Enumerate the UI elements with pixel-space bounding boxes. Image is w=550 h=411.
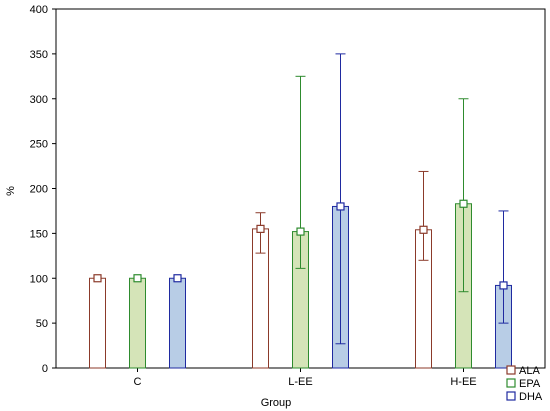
y-tick-label: 300 bbox=[30, 94, 48, 106]
mean-marker-dha bbox=[173, 274, 182, 283]
legend-marker-ala bbox=[506, 365, 516, 375]
bar-dha bbox=[169, 277, 186, 369]
mean-marker-epa bbox=[459, 199, 468, 208]
bars-group bbox=[89, 203, 512, 369]
legend-marker-epa bbox=[506, 378, 516, 388]
mean-marker-ala bbox=[419, 225, 428, 234]
x-tick-label: L-EE bbox=[288, 376, 312, 388]
legend-label-dha: DHA bbox=[519, 391, 543, 403]
error-bar-dha bbox=[173, 274, 182, 283]
y-tick-label: 0 bbox=[42, 363, 48, 375]
error-bars-group bbox=[93, 53, 509, 345]
y-tick-label: 50 bbox=[36, 318, 48, 330]
mean-marker-dha bbox=[499, 281, 508, 290]
mean-marker-ala bbox=[93, 274, 102, 283]
mean-marker-epa bbox=[296, 227, 305, 236]
error-bar-epa bbox=[295, 75, 306, 269]
error-bar-ala bbox=[418, 170, 429, 261]
mean-marker-ala bbox=[256, 224, 265, 233]
y-tick-label: 150 bbox=[30, 228, 48, 240]
x-axis-title: Group bbox=[261, 397, 292, 409]
error-bar-dha bbox=[498, 210, 509, 324]
mean-marker-dha bbox=[336, 202, 345, 211]
legend-label-epa: EPA bbox=[519, 378, 541, 390]
error-bar-dha bbox=[335, 53, 346, 345]
x-tick-label: C bbox=[134, 376, 142, 388]
x-tick-label: H-EE bbox=[450, 376, 476, 388]
y-axis-title: % bbox=[5, 186, 17, 196]
y-tick-label: 350 bbox=[30, 49, 48, 61]
bar-epa bbox=[129, 277, 146, 369]
x-axis: C L-EE H-EE bbox=[134, 368, 477, 388]
y-tick-label: 200 bbox=[30, 184, 48, 196]
y-tick-label: 100 bbox=[30, 273, 48, 285]
legend-label-ala: ALA bbox=[519, 365, 540, 377]
mean-marker-epa bbox=[133, 274, 142, 283]
y-axis: 0 50 100 150 200 250 300 350 400 bbox=[30, 4, 56, 375]
error-bar-epa bbox=[133, 274, 142, 283]
y-tick-label: 250 bbox=[30, 139, 48, 151]
error-bar-ala bbox=[93, 274, 102, 283]
bar-ala bbox=[89, 277, 106, 369]
error-bar-epa bbox=[458, 98, 469, 293]
y-tick-label: 400 bbox=[30, 4, 48, 16]
legend-marker-dha bbox=[506, 391, 516, 401]
error-bar-ala bbox=[255, 212, 266, 254]
